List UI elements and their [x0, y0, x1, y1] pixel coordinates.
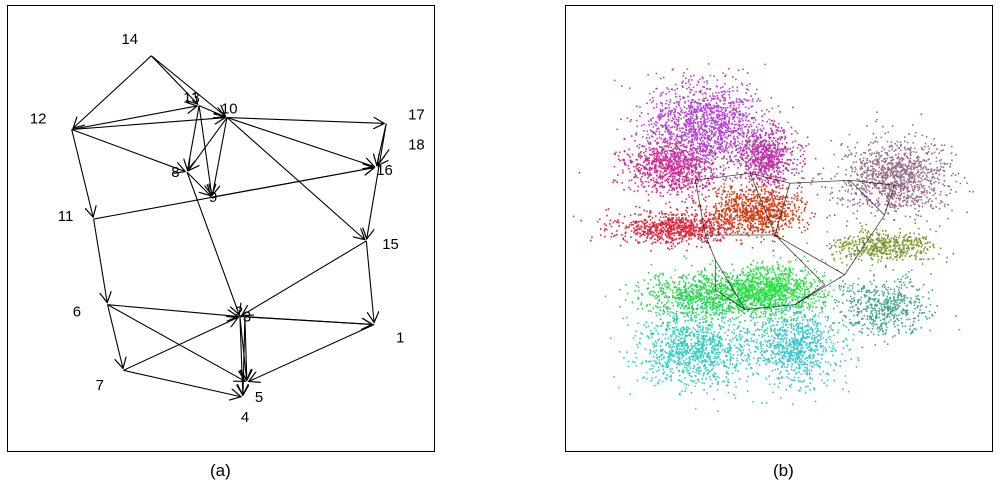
- graph-edge-6-7: [107, 304, 123, 369]
- cluster-red: [572, 200, 764, 252]
- graph-edge-14-12: [73, 55, 152, 128]
- node-label-5: 5: [255, 389, 263, 406]
- overlay-edge: [749, 173, 776, 236]
- overlay-edge: [774, 183, 791, 236]
- node-label-4: 4: [241, 409, 249, 426]
- cluster-orange-red: [681, 174, 836, 252]
- cluster-points: [681, 174, 836, 252]
- graph-edge-13-10: [198, 105, 225, 117]
- graph-panel: 1 2 3 4 5 6 7 8 9 10 11 12 13 14 15 16 17 18: [7, 5, 435, 452]
- graph-edge-12-8: [71, 128, 186, 171]
- overlay-edge: [695, 180, 706, 236]
- node-label-3: 3: [243, 309, 251, 326]
- cluster-mauve: [809, 111, 974, 234]
- overlay-edge: [849, 179, 885, 216]
- graph-edge-3-5: [245, 316, 247, 381]
- overlay-edge: [844, 244, 865, 276]
- caption-a: (a): [210, 461, 231, 480]
- graph-edge-10-8: [188, 117, 228, 171]
- cluster-points: [572, 200, 764, 252]
- graph-edge-10-9: [212, 117, 228, 196]
- overlay-edge: [794, 284, 826, 305]
- cluster-violet-red: [712, 106, 827, 199]
- graph-edge-8-2: [186, 172, 239, 314]
- node-label-14: 14: [121, 31, 138, 48]
- cluster-scatter-panel: [565, 5, 993, 452]
- cluster-cyan-2: [726, 266, 863, 406]
- graph-edge-17-15: [367, 123, 387, 238]
- graph-edge-7-2: [123, 317, 238, 371]
- graph-edge-2-4: [240, 316, 243, 396]
- graph-edge-14-10: [150, 55, 225, 116]
- node-label-11: 11: [58, 208, 73, 225]
- cluster-points: [811, 261, 961, 361]
- node-label-1: 1: [396, 329, 404, 346]
- cluster-cyan: [609, 291, 778, 412]
- overlay-edge: [794, 274, 845, 305]
- overlay-edge: [774, 234, 826, 286]
- cluster-lime: [697, 254, 851, 322]
- overlay-edge: [714, 259, 746, 310]
- cluster-magenta: [578, 105, 743, 216]
- node-label-7: 7: [96, 377, 104, 394]
- cluster-points: [697, 254, 851, 322]
- overlay-edge: [750, 172, 791, 184]
- graph-edge-11-6: [93, 218, 108, 303]
- node-label-15: 15: [382, 236, 399, 253]
- cluster-points: [806, 223, 955, 276]
- graph-edge-7-4: [123, 369, 240, 396]
- cluster-teal: [811, 261, 961, 361]
- node-label-8: 8: [171, 164, 179, 181]
- node-label-6: 6: [73, 304, 81, 321]
- overlay-edge: [789, 179, 850, 184]
- graph-edge-3-4: [243, 316, 245, 396]
- graph-edge-9-16: [211, 168, 374, 198]
- cluster-points: [578, 105, 743, 216]
- overlay-edge: [849, 179, 895, 186]
- overlay-edge: [864, 214, 885, 246]
- graph-edge-10-15: [226, 117, 365, 240]
- node-label-9: 9: [209, 189, 217, 206]
- overlay-edge: [704, 234, 716, 261]
- graph-edge-15-1: [365, 240, 374, 323]
- overlay-edge: [774, 234, 845, 276]
- graph-edge-12-11: [71, 129, 93, 217]
- graph-edge-6-5: [107, 304, 246, 382]
- cluster-points: [712, 106, 827, 199]
- node-label-17: 17: [408, 107, 425, 124]
- graph-edge-15-2: [242, 240, 367, 316]
- node-label-16: 16: [376, 162, 393, 179]
- cluster-points: [809, 111, 974, 234]
- graph-edge-3-1: [244, 316, 372, 325]
- overlay-edge: [884, 185, 895, 216]
- node-label-2: 2: [235, 304, 243, 321]
- overlay-edge: [745, 304, 795, 311]
- graph-edge-6-2: [107, 304, 238, 317]
- graph-edge-8-9: [186, 171, 210, 195]
- overlay-edge: [695, 172, 751, 181]
- graph-edge-14-13: [150, 55, 197, 104]
- node-label-18: 18: [408, 136, 425, 153]
- graph-edge-12-10: [71, 118, 225, 131]
- cluster-scatter-plot: [572, 63, 974, 412]
- graph-edge-13-8: [188, 105, 200, 171]
- graph-edge-10-16: [226, 117, 374, 167]
- node-label-10: 10: [221, 101, 238, 118]
- graph-edge-12-13: [71, 106, 197, 131]
- overlay-edge: [715, 289, 746, 310]
- caption-b: (b): [773, 461, 794, 480]
- node-label-13: 13: [183, 90, 200, 107]
- cluster-points: [726, 266, 863, 406]
- graph-edge-10-17: [226, 116, 384, 124]
- graph-edge-1-5: [249, 324, 375, 382]
- graph-edge-13-9: [198, 105, 212, 196]
- cluster-points: [609, 291, 778, 412]
- node-label-12: 12: [30, 110, 47, 127]
- cluster-olive: [806, 223, 955, 276]
